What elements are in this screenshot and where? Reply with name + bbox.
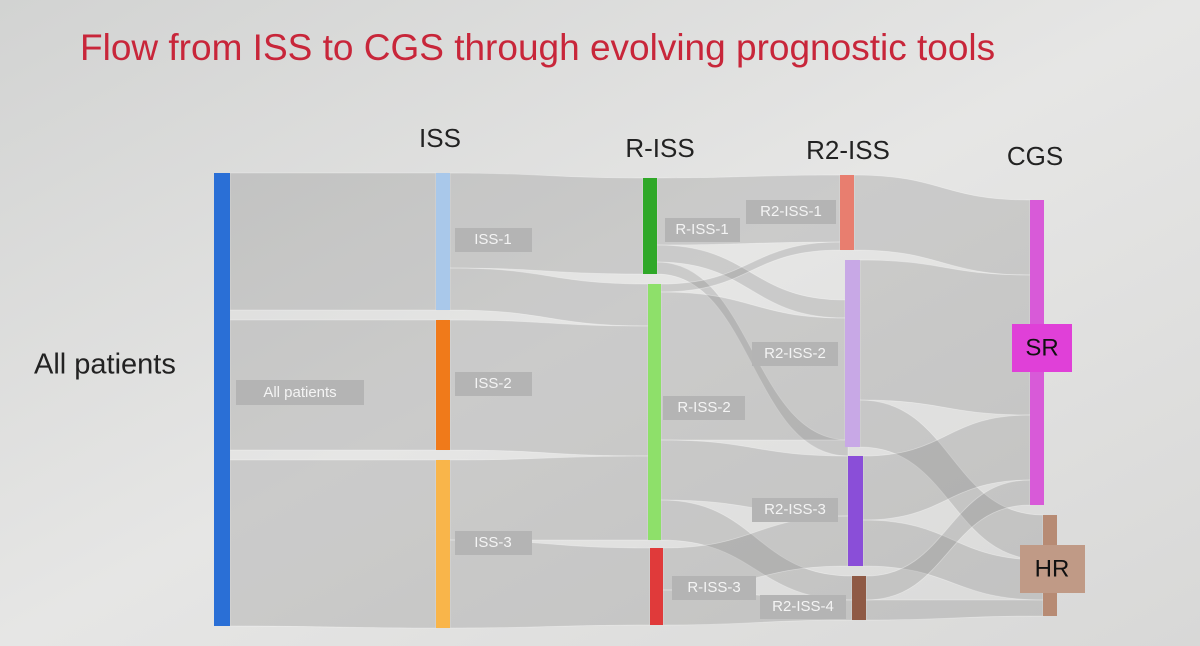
node xyxy=(848,456,863,566)
node xyxy=(436,460,450,628)
flow xyxy=(449,172,644,275)
flow xyxy=(229,172,437,311)
node xyxy=(840,175,854,250)
flow xyxy=(859,259,1031,416)
node-labels: All patients ISS-1 ISS-2 ISS-3 R-ISS-1 R… xyxy=(236,200,1085,619)
node-label: R2-ISS-2 xyxy=(764,345,826,362)
node xyxy=(845,260,860,447)
label-box xyxy=(1020,545,1085,593)
node xyxy=(648,284,661,540)
node-label: ISS-2 xyxy=(474,375,512,392)
label-box xyxy=(752,342,838,366)
label-box xyxy=(1012,324,1072,372)
label-box xyxy=(455,228,532,252)
node-label: R2-ISS-4 xyxy=(772,598,834,615)
node-label: ISS-1 xyxy=(474,231,512,248)
column-header: CGS xyxy=(1007,141,1063,171)
label-box xyxy=(752,498,838,522)
node-label: SR xyxy=(1025,334,1058,361)
node xyxy=(436,173,450,310)
flow xyxy=(449,455,649,541)
node-label: R2-ISS-1 xyxy=(760,203,822,220)
label-box xyxy=(236,380,364,405)
label-box xyxy=(672,576,756,600)
label-box xyxy=(455,531,532,555)
label-box xyxy=(760,595,846,619)
label-box xyxy=(746,200,836,224)
column-header: ISS xyxy=(419,123,461,153)
flow xyxy=(229,459,437,629)
node xyxy=(436,320,450,450)
node-label: R-ISS-3 xyxy=(687,579,740,596)
node xyxy=(643,178,657,274)
column-header: R-ISS xyxy=(625,133,694,163)
node xyxy=(852,576,866,620)
node-label: HR xyxy=(1035,555,1070,582)
label-box xyxy=(665,218,740,242)
side-label: All patients xyxy=(34,349,176,381)
node-label: R-ISS-1 xyxy=(675,221,728,238)
node-label: R-ISS-2 xyxy=(677,399,730,416)
node xyxy=(214,173,230,626)
node-label: R2-ISS-3 xyxy=(764,501,826,518)
column-header: R2-ISS xyxy=(806,135,890,165)
label-box xyxy=(455,372,532,396)
label-box xyxy=(663,396,745,420)
title: Flow from ISS to CGS through evolving pr… xyxy=(80,27,995,68)
node-label: All patients xyxy=(263,384,336,401)
node-label: ISS-3 xyxy=(474,534,512,551)
node xyxy=(650,548,663,625)
